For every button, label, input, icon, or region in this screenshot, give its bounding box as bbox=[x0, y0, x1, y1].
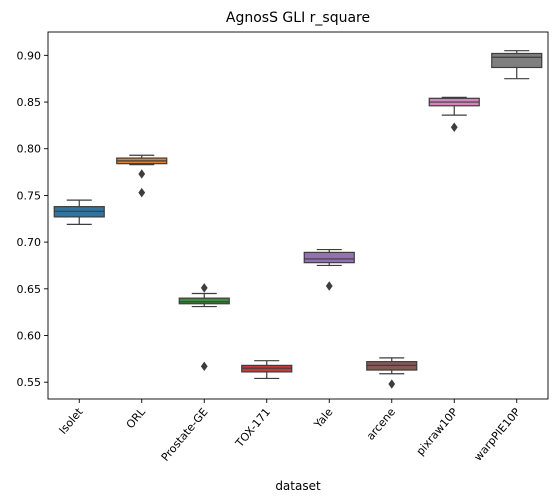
y-tick-label: 0.70 bbox=[17, 236, 42, 249]
outlier-point bbox=[388, 379, 396, 389]
y-tick-label: 0.75 bbox=[17, 189, 42, 202]
y-tick-label: 0.80 bbox=[17, 143, 42, 156]
outlier-point bbox=[200, 361, 208, 372]
box-group bbox=[428, 96, 480, 132]
y-tick-label: 0.85 bbox=[17, 96, 42, 109]
axes-frame bbox=[47, 31, 549, 400]
outlier-point bbox=[450, 122, 458, 132]
x-axis-label: dataset bbox=[275, 479, 321, 493]
y-tick-label: 0.90 bbox=[17, 49, 42, 62]
box-group bbox=[116, 154, 168, 198]
box-group bbox=[491, 50, 543, 80]
y-tick-label: 0.55 bbox=[17, 376, 42, 389]
outlier-point bbox=[138, 169, 146, 179]
box-iqr bbox=[303, 251, 355, 264]
box-group bbox=[178, 283, 230, 372]
chart-title: AgnosS GLI r_square bbox=[226, 10, 370, 26]
box-group bbox=[303, 248, 355, 291]
box-group bbox=[366, 357, 418, 389]
outlier-point bbox=[138, 187, 146, 198]
y-axis: 0.55 0.60 0.65 0.70 0.75 0.80 0.85 0.90 bbox=[17, 49, 48, 389]
y-tick-label: 0.60 bbox=[17, 329, 42, 342]
box-group bbox=[53, 199, 105, 225]
outlier-point bbox=[200, 283, 208, 293]
y-tick-label: 0.65 bbox=[17, 283, 42, 296]
outlier-point bbox=[325, 281, 333, 291]
plot-area bbox=[53, 50, 543, 389]
box-iqr bbox=[491, 52, 543, 69]
box-group bbox=[241, 360, 293, 380]
box-iqr bbox=[178, 297, 230, 305]
